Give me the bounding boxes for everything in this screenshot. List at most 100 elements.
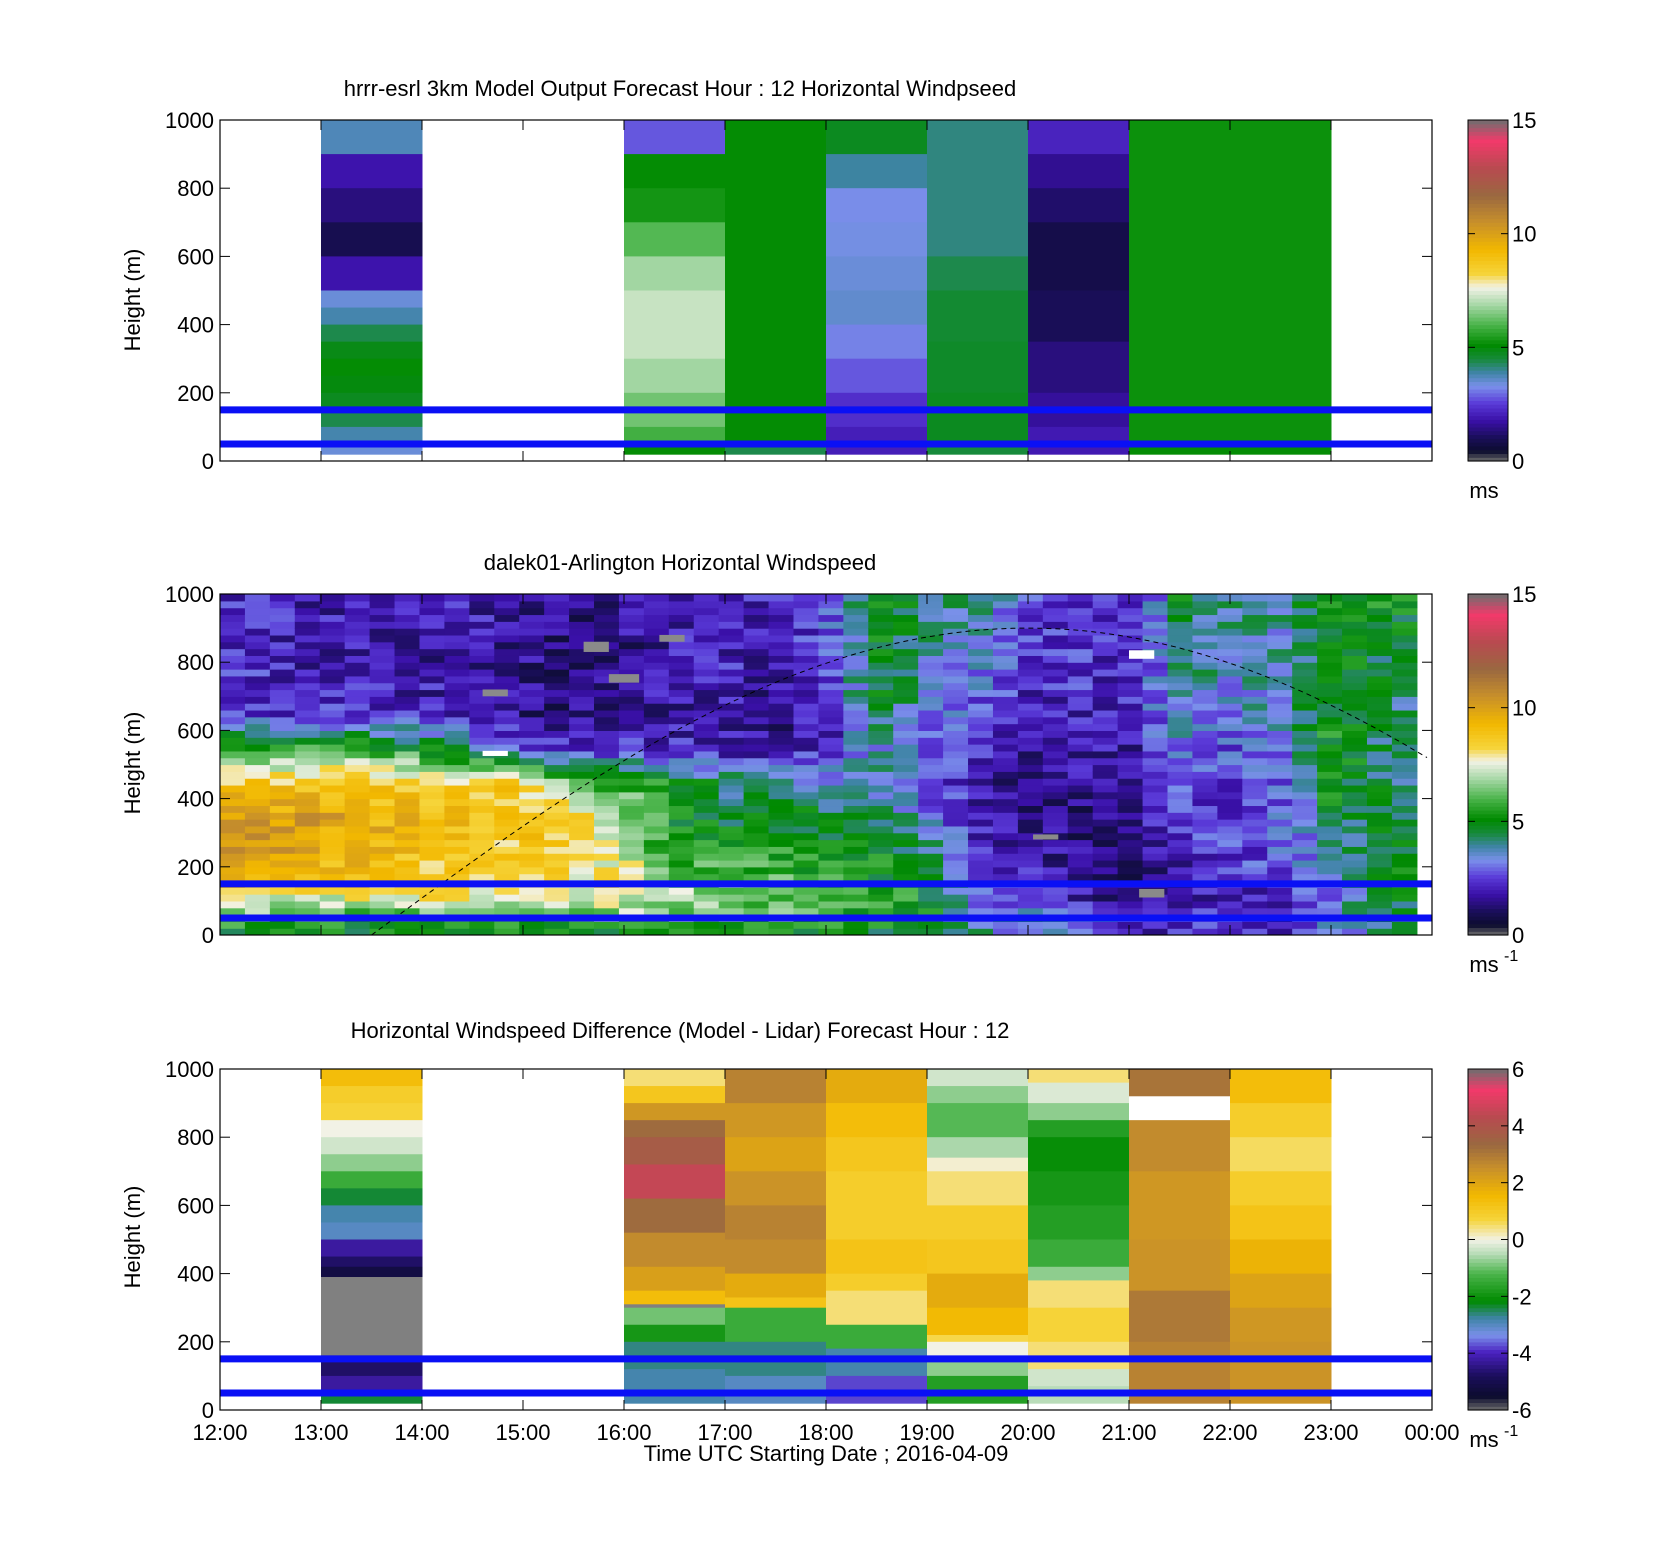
heatmap-cell bbox=[818, 778, 844, 786]
heatmap-cell bbox=[594, 805, 620, 813]
heatmap-cell bbox=[220, 812, 246, 820]
heatmap-cell bbox=[1317, 696, 1343, 704]
heatmap-cell bbox=[1092, 600, 1119, 609]
heatmap-cell bbox=[1242, 669, 1268, 677]
heatmap-cell bbox=[868, 723, 894, 731]
heatmap-cell bbox=[793, 866, 820, 875]
heatmap-cell bbox=[1067, 737, 1094, 745]
colorbar-segment bbox=[1468, 878, 1508, 883]
heatmap-cell bbox=[768, 655, 795, 663]
heatmap-cell bbox=[1342, 866, 1368, 875]
heatmap-cell bbox=[793, 907, 820, 916]
heatmap-cell bbox=[893, 621, 919, 629]
heatmap-cell bbox=[294, 614, 321, 622]
heatmap-cell bbox=[826, 324, 928, 360]
heatmap-cell bbox=[1342, 839, 1368, 847]
heatmap-cell bbox=[1092, 757, 1119, 766]
panel-3-ylabel: Height (m) bbox=[120, 1186, 145, 1289]
heatmap-cell bbox=[843, 723, 869, 731]
heatmap-cell bbox=[244, 628, 271, 636]
heatmap-cell bbox=[992, 689, 1019, 697]
heatmap-cell bbox=[1067, 716, 1094, 725]
colorbar-segment bbox=[1468, 1069, 1508, 1074]
heatmap-cell bbox=[1017, 805, 1044, 813]
heatmap-cell bbox=[992, 675, 1019, 684]
heatmap-cell bbox=[1242, 873, 1268, 882]
heatmap-cell bbox=[1342, 655, 1368, 663]
heatmap-cell bbox=[244, 744, 271, 752]
heatmap-cell bbox=[793, 839, 820, 847]
heatmap-cell bbox=[1167, 832, 1194, 841]
heatmap-cell bbox=[968, 662, 994, 670]
heatmap-cell bbox=[594, 600, 620, 609]
heatmap-cell bbox=[968, 737, 994, 745]
colorbar-segment bbox=[1468, 358, 1508, 364]
heatmap-cell bbox=[1317, 846, 1343, 854]
heatmap-cell bbox=[1217, 894, 1243, 902]
heatmap-cell bbox=[743, 846, 770, 854]
heatmap-cell bbox=[1267, 600, 1293, 609]
heatmap-cell bbox=[768, 778, 795, 786]
heatmap-cell bbox=[494, 825, 520, 834]
heatmap-cell bbox=[1042, 641, 1069, 650]
heatmap-cell bbox=[220, 784, 246, 793]
heatmap-cell bbox=[519, 771, 545, 779]
y-tick-label: 400 bbox=[177, 1262, 214, 1287]
heatmap-cell bbox=[1230, 1307, 1332, 1343]
heatmap-cell bbox=[1391, 798, 1418, 807]
heatmap-cell bbox=[244, 614, 271, 622]
heatmap-cell bbox=[269, 648, 296, 656]
heatmap-cell bbox=[793, 764, 820, 772]
heatmap-cell bbox=[943, 839, 969, 847]
heatmap-cell bbox=[1391, 928, 1418, 935]
heatmap-cell bbox=[1092, 669, 1119, 677]
heatmap-cell bbox=[1267, 873, 1293, 882]
heatmap-cell bbox=[893, 859, 919, 868]
heatmap-cell bbox=[369, 839, 396, 847]
colorbar-segment bbox=[1468, 794, 1508, 800]
heatmap-cell bbox=[693, 839, 720, 847]
heatmap-cell bbox=[893, 907, 919, 916]
heatmap-cell bbox=[1267, 723, 1293, 731]
heatmap-cell bbox=[1242, 764, 1268, 772]
heatmap-cell bbox=[1017, 675, 1044, 684]
colorbar-tick-label: -6 bbox=[1512, 1398, 1532, 1423]
heatmap-cell bbox=[344, 859, 371, 868]
colorbar-segment bbox=[1468, 150, 1508, 155]
heatmap-cell bbox=[968, 675, 994, 684]
heatmap-cell bbox=[818, 757, 844, 766]
heatmap-cell bbox=[992, 784, 1019, 793]
heatmap-cell bbox=[321, 290, 423, 309]
heatmap-cell bbox=[1242, 655, 1268, 663]
heatmap-cell bbox=[718, 709, 745, 718]
heatmap-cell bbox=[1342, 716, 1368, 725]
heatmap-cell bbox=[718, 757, 745, 766]
heatmap-cell bbox=[569, 689, 595, 697]
colorbar-segment bbox=[1468, 764, 1508, 769]
heatmap-cell bbox=[1391, 887, 1418, 895]
heatmap-cell bbox=[394, 594, 421, 602]
heatmap-cell bbox=[1092, 873, 1119, 882]
heatmap-cell bbox=[868, 805, 894, 813]
heatmap-cell bbox=[943, 805, 969, 813]
heatmap-cell bbox=[843, 628, 869, 636]
heatmap-cell bbox=[1292, 764, 1318, 772]
heatmap-cell bbox=[244, 764, 271, 772]
heatmap-cell bbox=[220, 907, 246, 916]
heatmap-cell bbox=[1028, 188, 1130, 223]
heatmap-cell bbox=[618, 628, 645, 636]
heatmap-cell bbox=[1391, 846, 1418, 854]
heatmap-cell bbox=[927, 1205, 1029, 1240]
heatmap-cell bbox=[1117, 784, 1144, 793]
heatmap-cell bbox=[1242, 682, 1268, 691]
heatmap-cell bbox=[743, 907, 770, 916]
heatmap-cell bbox=[1017, 873, 1044, 882]
heatmap-cell bbox=[544, 628, 570, 636]
heatmap-cell bbox=[1167, 859, 1194, 868]
heatmap-cell bbox=[1167, 723, 1194, 731]
heatmap-cell bbox=[918, 757, 944, 766]
heatmap-cell bbox=[1067, 866, 1094, 875]
heatmap-cell bbox=[269, 675, 296, 684]
heatmap-cell bbox=[968, 812, 994, 820]
heatmap-cell bbox=[1217, 641, 1243, 650]
